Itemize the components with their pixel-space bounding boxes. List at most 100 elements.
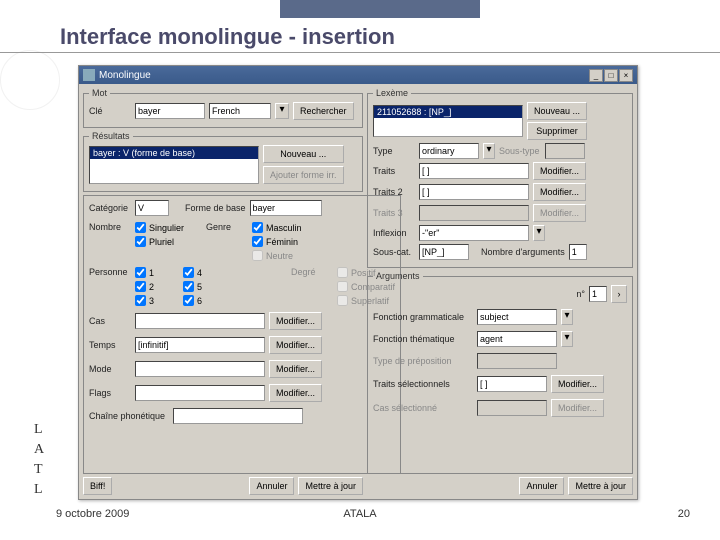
- temps-modifier-button[interactable]: Modifier...: [269, 336, 322, 354]
- argnum-input[interactable]: [589, 286, 607, 302]
- chevron-down-icon[interactable]: ▾: [561, 331, 573, 347]
- close-button[interactable]: ×: [619, 69, 633, 82]
- flags-label: Flags: [89, 388, 131, 398]
- neutre-checkbox[interactable]: Neutre: [252, 250, 302, 261]
- traits2-label: Traits 2: [373, 187, 415, 197]
- nouveau-button[interactable]: Nouveau ...: [263, 145, 344, 163]
- chevron-down-icon[interactable]: ▾: [533, 225, 545, 241]
- resultats-group: Résultats bayer : V (forme de base) Nouv…: [83, 131, 363, 192]
- mode-modifier-button[interactable]: Modifier...: [269, 360, 322, 378]
- annuler-right-button[interactable]: Annuler: [519, 477, 564, 495]
- app-window: Monolingue _ □ × Mot Clé ▾ Rechercher Ré…: [78, 65, 638, 500]
- p3-checkbox[interactable]: 3: [135, 295, 183, 306]
- traitsel-input[interactable]: [477, 376, 547, 392]
- agreement-group: Catégorie Forme de base Nombre Singulier…: [83, 195, 401, 474]
- lexeme-group: Lexème 211052688 : [NP_] Nouveau ... Sup…: [367, 88, 633, 268]
- arguments-group: Arguments n° › Fonction grammaticale ▾ F…: [367, 271, 633, 474]
- traits2-input[interactable]: [419, 184, 529, 200]
- typeprep-label: Type de préposition: [373, 356, 473, 366]
- souscat-label: Sous-cat.: [373, 247, 415, 257]
- degre-label: Degré: [291, 267, 333, 277]
- traits2-modifier-button[interactable]: Modifier...: [533, 183, 586, 201]
- search-button[interactable]: Rechercher: [293, 102, 354, 120]
- p5-checkbox[interactable]: 5: [183, 281, 231, 292]
- mettre-left-button[interactable]: Mettre à jour: [298, 477, 363, 495]
- lexeme-legend: Lexème: [373, 88, 411, 98]
- mot-legend: Mot: [89, 88, 110, 98]
- traitsel-modifier-button[interactable]: Modifier...: [551, 375, 604, 393]
- maximize-button[interactable]: □: [604, 69, 618, 82]
- cas-label: Cas: [89, 316, 131, 326]
- soustype-label: Sous-type: [499, 146, 541, 156]
- mot-group: Mot Clé ▾ Rechercher: [83, 88, 363, 128]
- result-item[interactable]: bayer : V (forme de base): [90, 147, 258, 159]
- inflexion-input[interactable]: [419, 225, 529, 241]
- mode-label: Mode: [89, 364, 131, 374]
- type-label: Type: [373, 146, 415, 156]
- argnext-button[interactable]: ›: [611, 285, 627, 303]
- typeprep-input: [477, 353, 557, 369]
- traits3-modifier-button: Modifier...: [533, 204, 586, 222]
- nbargs-input[interactable]: [569, 244, 587, 260]
- forme-label: Forme de base: [185, 203, 246, 213]
- cle-input[interactable]: [135, 103, 205, 119]
- lang-select[interactable]: [209, 103, 271, 119]
- chevron-down-icon[interactable]: ▾: [483, 143, 495, 159]
- lexeme-nouveau-button[interactable]: Nouveau ...: [527, 102, 587, 120]
- right-column: Lexème 211052688 : [NP_] Nouveau ... Sup…: [367, 88, 633, 495]
- chaine-input[interactable]: [173, 408, 303, 424]
- p4-checkbox[interactable]: 4: [183, 267, 231, 278]
- forme-input[interactable]: [250, 200, 322, 216]
- lexeme-item[interactable]: 211052688 : [NP_]: [374, 106, 522, 118]
- p2-checkbox[interactable]: 2: [135, 281, 183, 292]
- lexeme-supprimer-button[interactable]: Supprimer: [527, 122, 587, 140]
- pluriel-checkbox[interactable]: Pluriel: [135, 236, 184, 247]
- lexeme-list[interactable]: 211052688 : [NP_]: [373, 105, 523, 137]
- cas-modifier-button[interactable]: Modifier...: [269, 312, 322, 330]
- mode-input[interactable]: [135, 361, 265, 377]
- results-list[interactable]: bayer : V (forme de base): [89, 146, 259, 184]
- cas-input[interactable]: [135, 313, 265, 329]
- traits3-input: [419, 205, 529, 221]
- traitsel-label: Traits sélectionnels: [373, 379, 473, 389]
- mettre-right-button[interactable]: Mettre à jour: [568, 477, 633, 495]
- singulier-checkbox[interactable]: Singulier: [135, 222, 184, 233]
- chevron-down-icon[interactable]: ▾: [275, 103, 289, 119]
- title-underline: [0, 52, 720, 53]
- cle-label: Clé: [89, 106, 131, 116]
- soustype-input: [545, 143, 585, 159]
- fgram-input[interactable]: [477, 309, 557, 325]
- biff-button[interactable]: Biff!: [83, 477, 112, 495]
- fgram-label: Fonction grammaticale: [373, 312, 473, 322]
- masculin-checkbox[interactable]: Masculin: [252, 222, 302, 233]
- annuler-left-button[interactable]: Annuler: [249, 477, 294, 495]
- window-title: Monolingue: [99, 70, 589, 81]
- slide-decor: [280, 0, 480, 18]
- p1-checkbox[interactable]: 1: [135, 267, 183, 278]
- temps-input[interactable]: [135, 337, 265, 353]
- feminin-checkbox[interactable]: Féminin: [252, 236, 302, 247]
- left-column: Mot Clé ▾ Rechercher Résultats bayer : V…: [83, 88, 363, 495]
- cassel-modifier-button: Modifier...: [551, 399, 604, 417]
- footer-page: 20: [678, 508, 690, 520]
- categorie-input[interactable]: [135, 200, 169, 216]
- traits-modifier-button[interactable]: Modifier...: [533, 162, 586, 180]
- souscat-input[interactable]: [419, 244, 469, 260]
- traits-input[interactable]: [419, 163, 529, 179]
- fthem-input[interactable]: [477, 331, 557, 347]
- inflexion-label: Inflexion: [373, 228, 415, 238]
- ajouter-forme-button[interactable]: Ajouter forme irr.: [263, 166, 344, 184]
- flags-modifier-button[interactable]: Modifier...: [269, 384, 322, 402]
- p6-checkbox[interactable]: 6: [183, 295, 231, 306]
- chevron-down-icon[interactable]: ▾: [561, 309, 573, 325]
- argnum-label: n°: [576, 289, 585, 299]
- slide-title: Interface monolingue - insertion: [60, 24, 395, 50]
- side-letters: L A T L: [34, 420, 44, 500]
- footer-org: ATALA: [0, 508, 720, 520]
- flags-input[interactable]: [135, 385, 265, 401]
- traits-label: Traits: [373, 166, 415, 176]
- type-input[interactable]: [419, 143, 479, 159]
- genre-label: Genre: [206, 222, 248, 232]
- nombre-label: Nombre: [89, 222, 131, 232]
- minimize-button[interactable]: _: [589, 69, 603, 82]
